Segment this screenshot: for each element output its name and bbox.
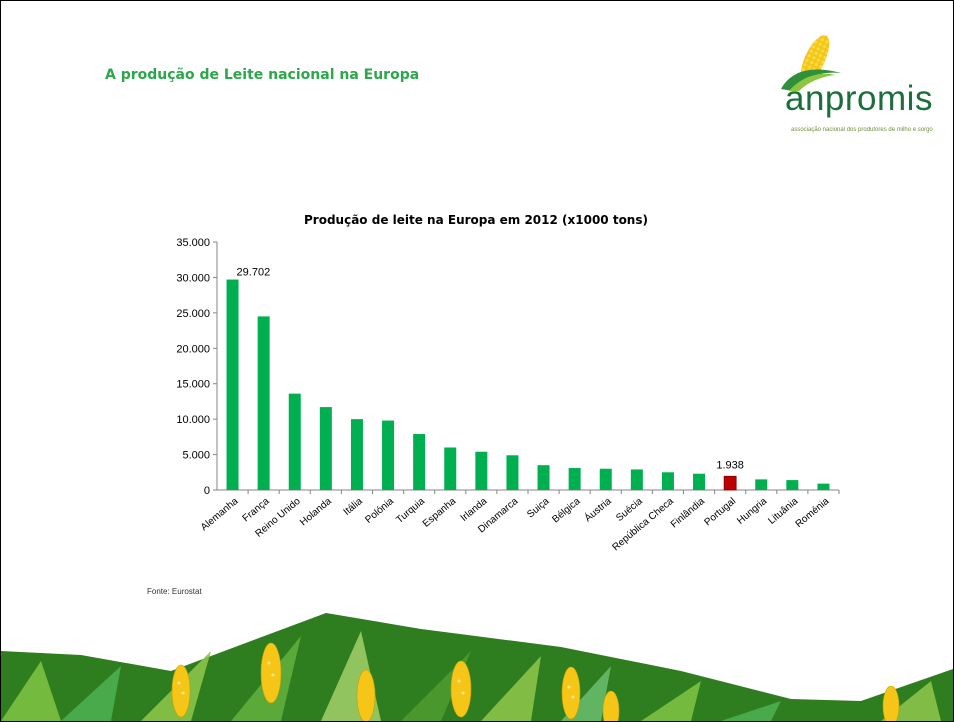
bar-0: [226, 279, 239, 490]
bar-19: [817, 483, 830, 490]
source-note: Fonte: Eurostat: [147, 587, 202, 596]
bar-13: [630, 469, 643, 490]
data-label: 29.702: [237, 267, 271, 279]
x-tick-label: Espanha: [421, 496, 459, 530]
x-tick-label: Itália: [342, 496, 366, 518]
x-tick-label: Finlândia: [669, 496, 707, 531]
bar-9: [506, 455, 519, 490]
slide-title: A produção de Leite nacional na Europa: [105, 67, 420, 83]
x-tick-label: Alemanha: [199, 496, 241, 534]
bar-15: [693, 473, 706, 490]
x-tick-label: Portugal: [702, 496, 738, 528]
bar-17: [755, 479, 768, 490]
x-tick-label: Roménia: [794, 496, 832, 530]
bar-1: [257, 316, 270, 490]
bar-3: [319, 407, 332, 490]
anpromis-logo: anpromis associação nacional dos produto…: [771, 31, 947, 143]
y-tick-label: 10.000: [176, 414, 210, 426]
bar-4: [350, 419, 363, 490]
data-label: 1.938: [716, 459, 744, 471]
corn-cob-logo-icon: [781, 35, 841, 91]
bar-6: [413, 434, 426, 490]
bar-14: [661, 472, 674, 490]
y-tick-label: 0: [204, 485, 210, 497]
bar-2: [288, 393, 301, 490]
x-tick-label: Polónia: [363, 496, 396, 526]
bar-8: [475, 451, 488, 490]
y-tick-label: 35.000: [176, 237, 210, 249]
bar-12: [599, 468, 612, 490]
bar-7: [444, 447, 457, 490]
bar-chart: 0 5.000 10.000 15.000 20.000 25.000 30.000 35.0…: [176, 237, 840, 553]
x-tick-label: Áustria: [581, 494, 614, 524]
y-tick-label: 25.000: [176, 308, 210, 320]
bar-11: [568, 468, 581, 490]
y-tick-label: 30.000: [176, 272, 210, 284]
x-tick-label: Holanda: [298, 496, 334, 529]
logo-wordmark: anpromis: [785, 79, 933, 118]
x-tick-label: Hungria: [735, 496, 769, 527]
bar-16: [723, 475, 737, 491]
bar-18: [786, 480, 799, 490]
bar-10: [537, 465, 550, 490]
x-tick-label: Suiça: [525, 496, 552, 521]
x-tick-label: Bélgica: [550, 496, 583, 526]
logo-tagline: associação nacional dos produtores de mi…: [791, 127, 933, 133]
corn-field-banner: [1, 611, 953, 721]
bar-5: [382, 420, 395, 490]
chart-title: Produção de leite na Europa em 2012 (x10…: [304, 213, 648, 227]
y-tick-label: 20.000: [176, 343, 210, 355]
y-tick-label: 5.000: [182, 450, 210, 462]
y-tick-label: 15.000: [176, 379, 210, 391]
